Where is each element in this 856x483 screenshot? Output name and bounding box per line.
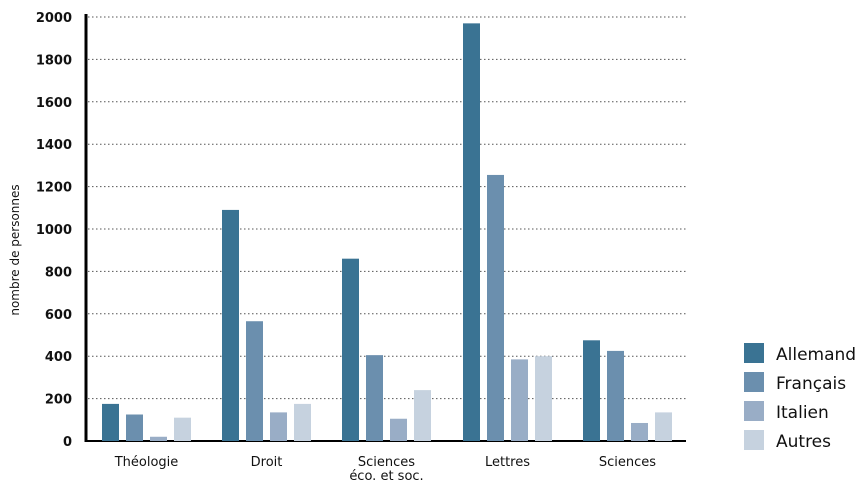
legend-swatch — [744, 430, 764, 450]
x-tick-label: éco. et soc. — [349, 469, 423, 483]
y-tick-label: 2000 — [36, 11, 72, 26]
bar-français — [487, 174, 504, 441]
y-tick-label: 400 — [45, 350, 72, 365]
y-tick-label: 0 — [63, 435, 72, 450]
bar-autres — [414, 390, 431, 441]
bar-français — [126, 414, 143, 441]
y-tick-label: 800 — [45, 265, 72, 280]
legend-label: Autres — [776, 432, 831, 452]
legend-label: Français — [776, 374, 846, 394]
legend-swatch — [744, 343, 764, 363]
y-tick-label: 1400 — [36, 138, 72, 153]
y-tick-label: 1800 — [36, 53, 72, 68]
bar-italien — [270, 412, 287, 441]
bar-allemand — [102, 403, 119, 441]
x-tick-label: Sciences — [358, 455, 415, 470]
bar-allemand — [583, 340, 600, 441]
bar-autres — [174, 417, 191, 441]
legend-label: Allemand — [776, 345, 856, 365]
bar-français — [366, 355, 383, 441]
y-tick-label: 1000 — [36, 223, 72, 238]
y-axis-label: nombre de personnes — [8, 184, 22, 315]
bar-italien — [631, 422, 648, 441]
x-tick-label: Lettres — [485, 455, 530, 470]
x-tick-label: Droit — [251, 455, 283, 470]
x-tick-label: Sciences — [599, 455, 656, 470]
legend-label: Italien — [776, 403, 829, 423]
x-tick-label: Théologie — [114, 455, 179, 470]
bar-allemand — [342, 258, 359, 441]
y-tick-label: 200 — [45, 393, 72, 408]
y-tick-label: 600 — [45, 308, 72, 323]
legend-swatch — [744, 401, 764, 421]
y-tick-label: 1200 — [36, 181, 72, 196]
bar-allemand — [463, 23, 480, 442]
y-tick-label: 1600 — [36, 96, 72, 111]
bar-français — [607, 350, 624, 441]
bar-italien — [150, 436, 167, 441]
bar-français — [246, 321, 263, 441]
legend-swatch — [744, 372, 764, 392]
bar-italien — [511, 359, 528, 441]
bar-autres — [655, 412, 672, 441]
bar-allemand — [222, 209, 239, 441]
bar-italien — [390, 418, 407, 441]
bar-autres — [294, 403, 311, 441]
bar-autres — [535, 356, 552, 441]
